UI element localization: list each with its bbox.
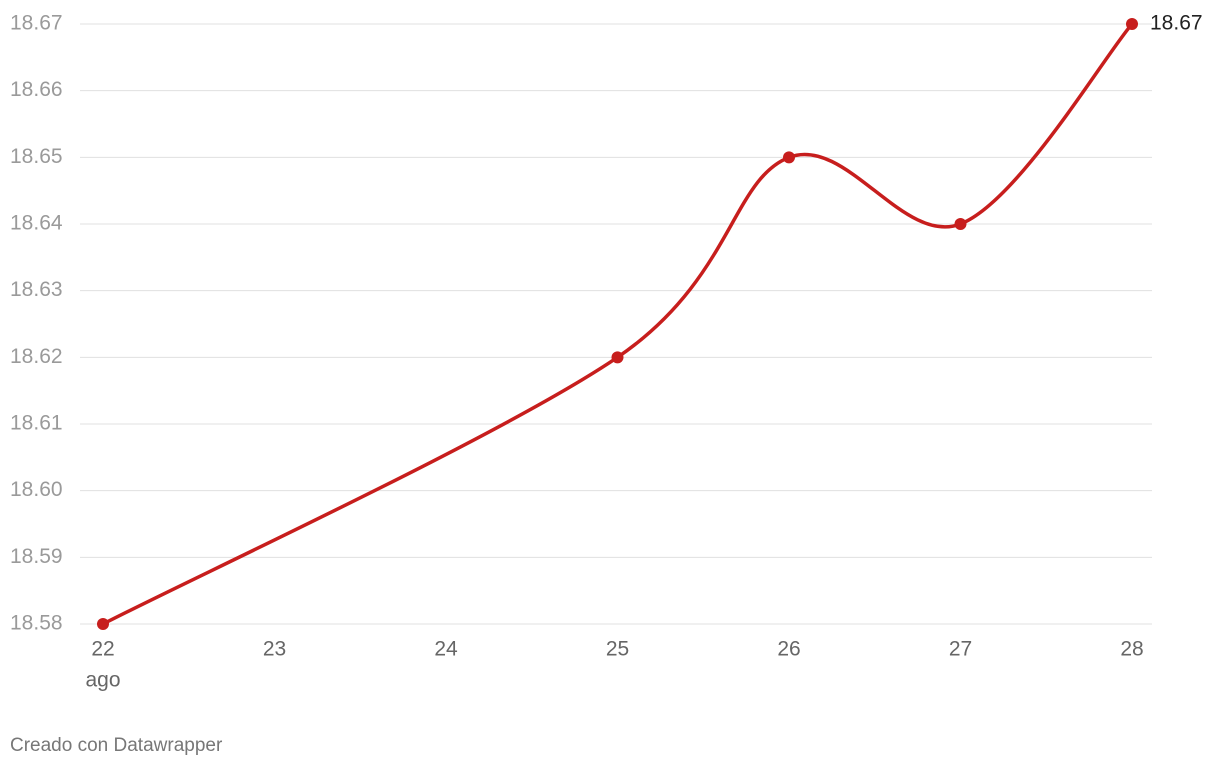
x-tick-label: 25 bbox=[606, 638, 629, 661]
x-tick-label: 26 bbox=[777, 638, 800, 661]
x-tick-label: 27 bbox=[949, 638, 972, 661]
line bbox=[102, 22, 1134, 626]
y-tick-label: 18.66 bbox=[10, 78, 63, 101]
y-tick-label: 18.62 bbox=[10, 345, 63, 368]
point bbox=[97, 618, 109, 630]
y-tick-label: 18.65 bbox=[10, 145, 63, 168]
point bbox=[1126, 18, 1138, 30]
x-tick-label: 23 bbox=[263, 638, 286, 661]
x-tick-label: 28 bbox=[1120, 638, 1143, 661]
y-tick-label: 18.63 bbox=[10, 278, 63, 301]
footer: Creado con Datawrapper bbox=[10, 735, 223, 756]
y-tick-label: 18.61 bbox=[10, 412, 63, 435]
value-label: 18.67 bbox=[1150, 12, 1203, 35]
y-tick-label: 18.59 bbox=[10, 545, 63, 568]
x-tick-label: 22 bbox=[91, 638, 114, 661]
x-tick-label: 24 bbox=[434, 638, 458, 661]
y-tick-label: 18.67 bbox=[10, 12, 63, 35]
point bbox=[954, 218, 967, 230]
y-tick-label: 18.60 bbox=[10, 478, 63, 501]
x-tick-sublabel: ago bbox=[85, 669, 120, 692]
y-tick-label: 18.64 bbox=[10, 212, 63, 235]
point bbox=[611, 351, 624, 364]
point bbox=[783, 151, 795, 164]
y-tick-label: 18.58 bbox=[10, 612, 63, 635]
